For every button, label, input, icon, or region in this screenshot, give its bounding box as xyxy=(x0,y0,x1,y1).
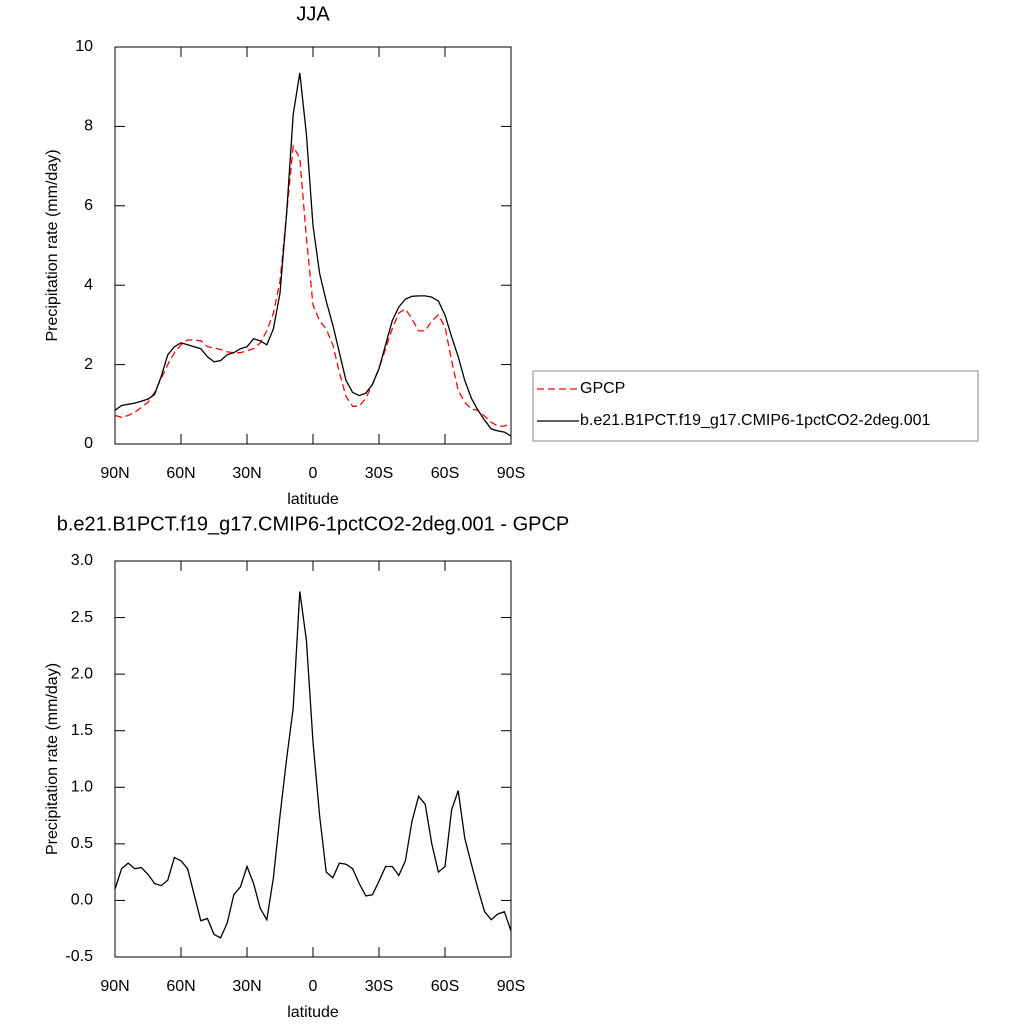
x-tick-label: 90S xyxy=(497,978,525,995)
x-axis-label: latitude xyxy=(287,491,339,508)
legend-label: GPCP xyxy=(580,380,625,397)
x-tick-label: 60N xyxy=(166,978,195,995)
x-tick-label: 30S xyxy=(365,465,393,482)
chart-title: JJA xyxy=(296,3,330,25)
x-tick-label: 30N xyxy=(232,465,261,482)
x-tick-label: 0 xyxy=(309,465,318,482)
y-tick-label: 2.5 xyxy=(71,609,93,626)
x-tick-label: 90N xyxy=(100,465,129,482)
x-tick-label: 30N xyxy=(232,978,261,995)
y-tick-label: 0.0 xyxy=(71,892,93,909)
y-tick-label: -0.5 xyxy=(65,948,93,965)
y-tick-label: 6 xyxy=(84,197,93,214)
x-tick-label: 60S xyxy=(431,978,459,995)
y-axis-label: Precipitation rate (mm/day) xyxy=(44,149,61,341)
y-tick-label: 1.5 xyxy=(71,722,93,739)
y-tick-label: 3.0 xyxy=(71,552,93,569)
x-tick-label: 90S xyxy=(497,465,525,482)
x-tick-label: 30S xyxy=(365,978,393,995)
plot-frame xyxy=(114,560,512,958)
data-line xyxy=(114,72,512,437)
y-tick-label: 0 xyxy=(84,435,93,452)
y-tick-label: 0.5 xyxy=(71,835,93,852)
x-tick-label: 0 xyxy=(309,978,318,995)
x-axis-label: latitude xyxy=(287,1004,339,1021)
y-tick-label: 2.0 xyxy=(71,665,93,682)
x-tick-label: 90N xyxy=(100,978,129,995)
legend-box xyxy=(532,370,979,442)
y-tick-label: 4 xyxy=(84,276,93,293)
x-tick-label: 60N xyxy=(166,465,195,482)
y-tick-label: 2 xyxy=(84,356,93,373)
plot-frame xyxy=(114,46,512,445)
y-tick-label: 1.0 xyxy=(71,779,93,796)
data-line xyxy=(114,144,512,427)
x-tick-label: 60S xyxy=(431,465,459,482)
y-tick-label: 10 xyxy=(75,38,93,55)
chart-title: b.e21.B1PCT.f19_g17.CMIP6-1pctCO2-2deg.0… xyxy=(57,513,570,535)
legend-label: b.e21.B1PCT.f19_g17.CMIP6-1pctCO2-2deg.0… xyxy=(580,412,931,429)
data-line xyxy=(114,591,512,939)
y-tick-label: 8 xyxy=(84,118,93,135)
y-axis-label: Precipitation rate (mm/day) xyxy=(44,663,61,855)
